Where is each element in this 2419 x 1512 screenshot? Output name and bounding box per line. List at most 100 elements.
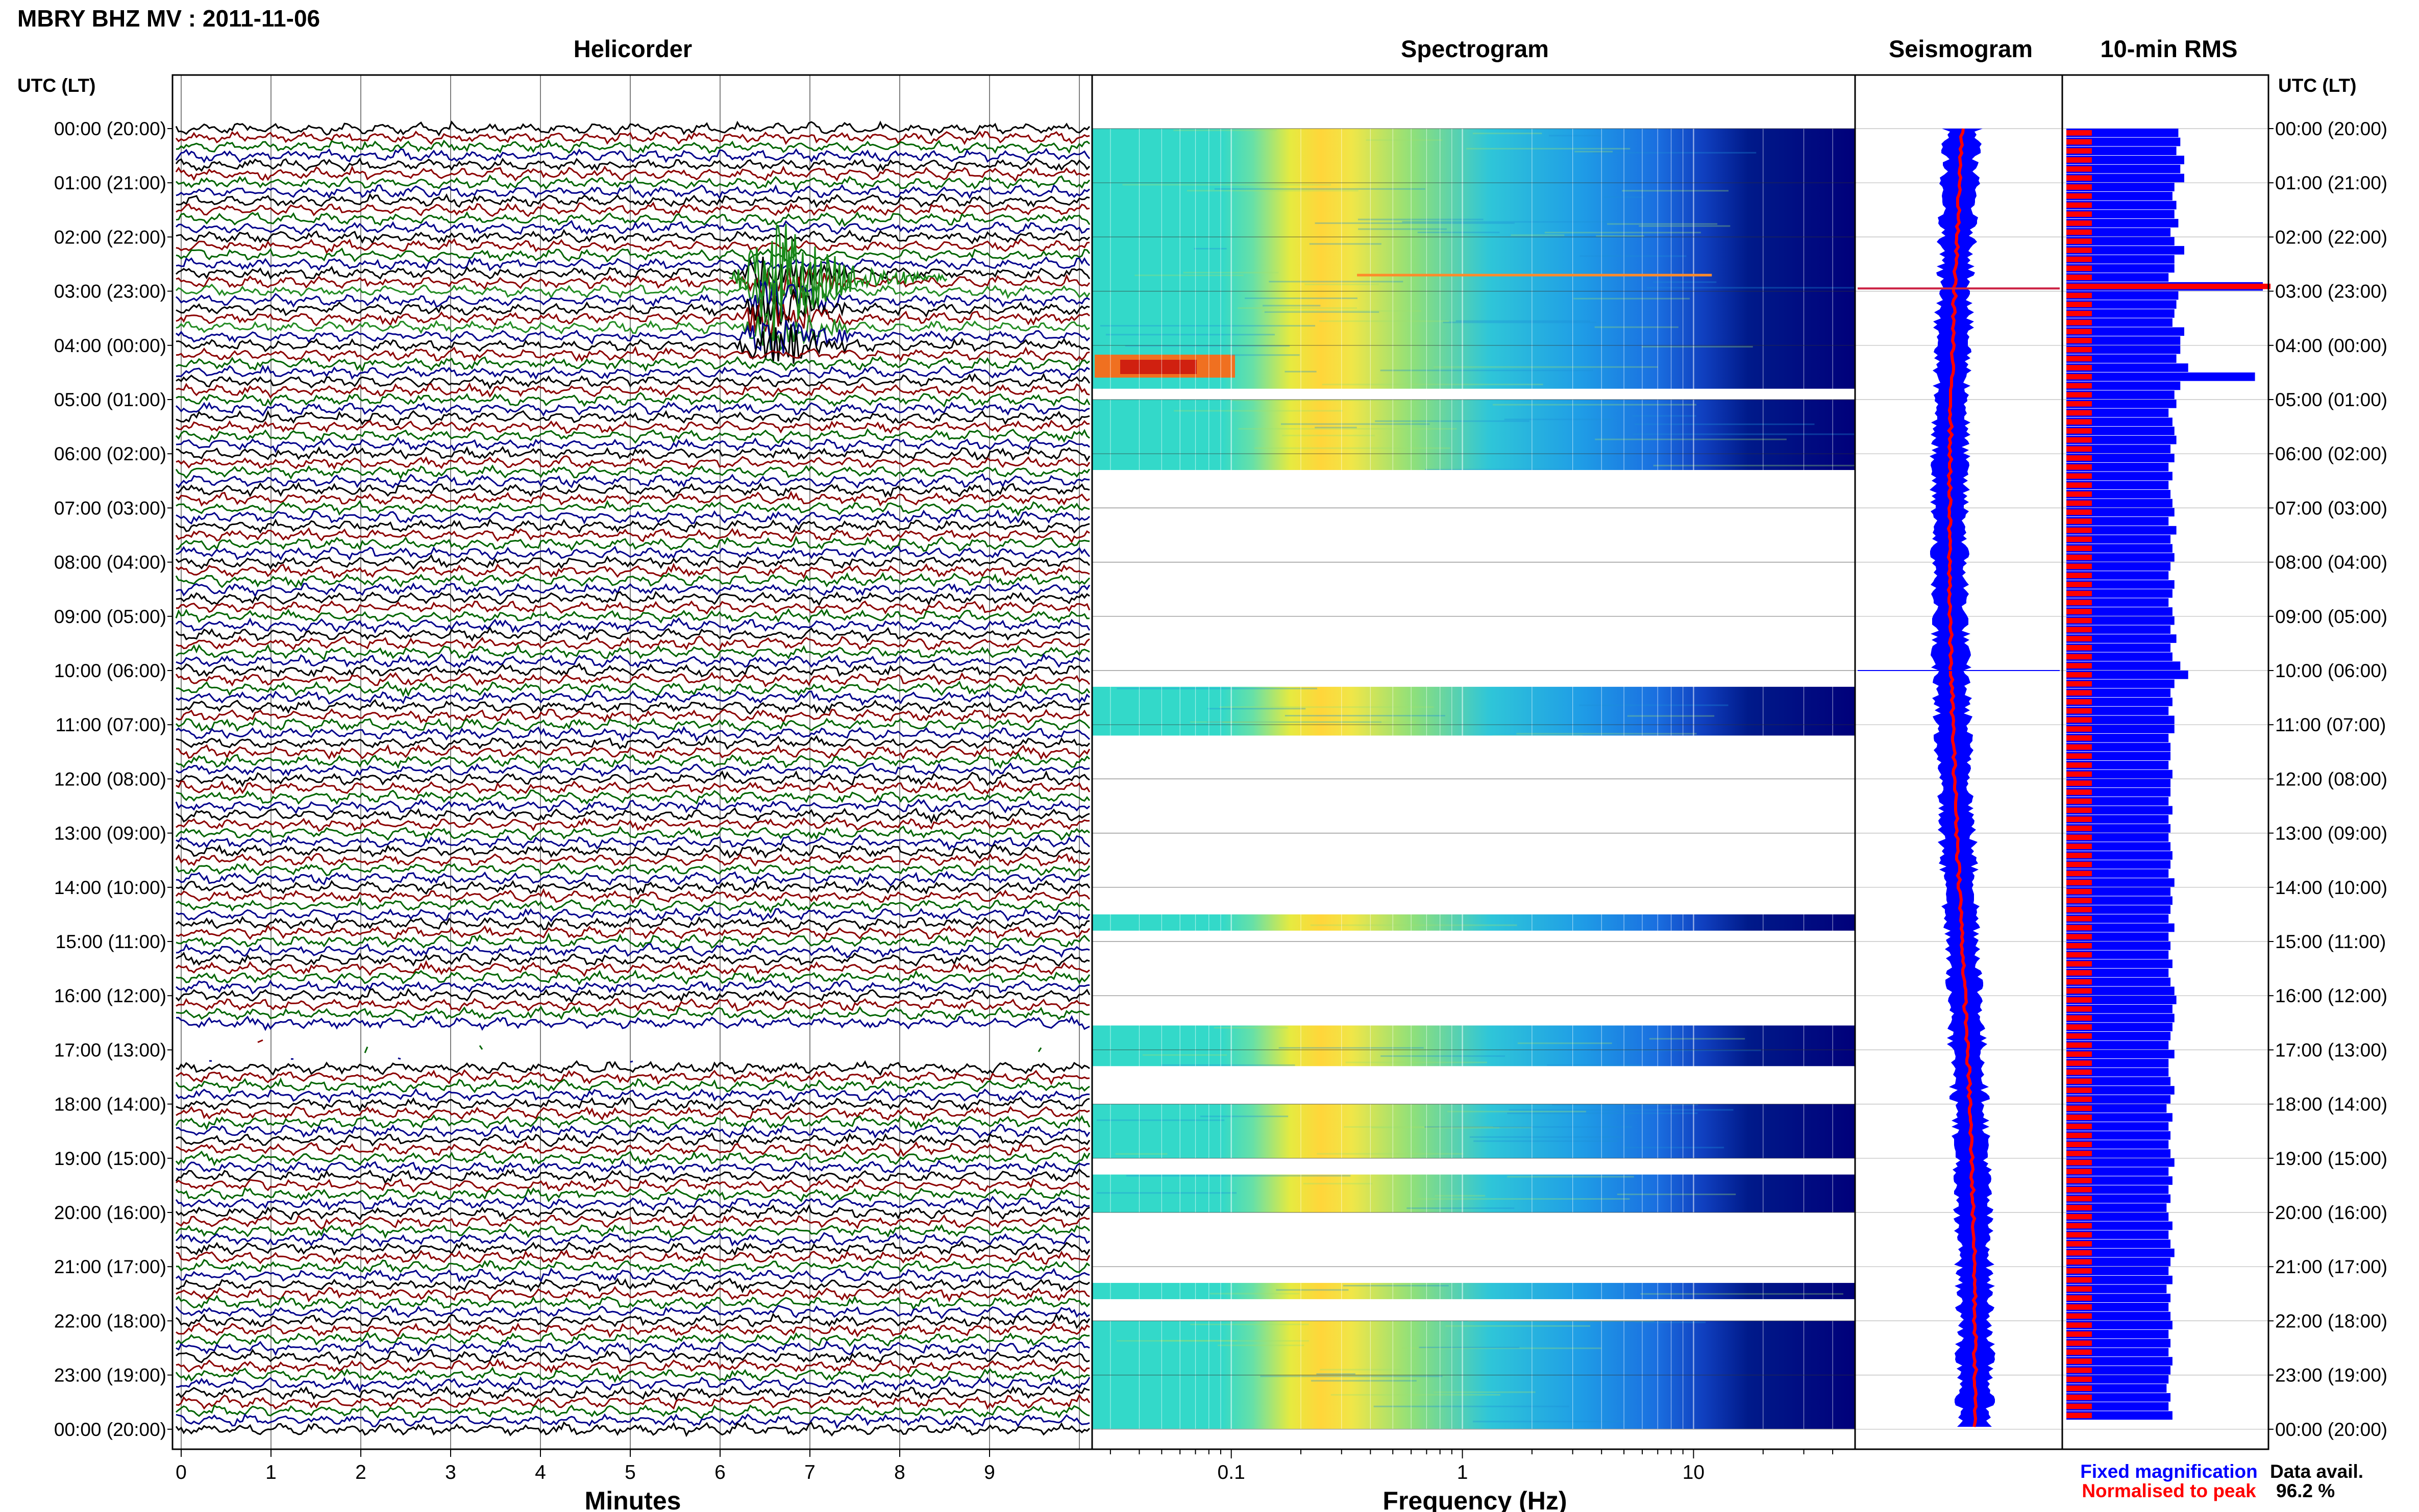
rms-bar-normalised: [2066, 383, 2092, 389]
rms-bar-fixed: [2066, 327, 2184, 336]
hour-label-right: 13:00 (09:00): [2275, 823, 2387, 844]
helicorder-trace: [176, 184, 1090, 200]
rms-bar-fixed: [2066, 824, 2171, 833]
rms-bar-normalised: [2066, 1169, 2092, 1175]
rms-bar-fixed: [2066, 219, 2179, 228]
seismogram-panel: [1855, 128, 2062, 1430]
spectrogram-texture: [1425, 468, 1575, 470]
rms-bar-normalised: [2066, 708, 2092, 714]
helicorder-trace: [175, 1295, 1091, 1311]
helicorder-trace: [176, 643, 1090, 661]
rms-bar-fixed: [2066, 508, 2175, 517]
spectrogram-texture: [1303, 1183, 1373, 1185]
rms-bar-normalised: [2066, 861, 2092, 867]
spectrogram-texture: [1473, 1140, 1618, 1142]
rms-bar-normalised: [2066, 744, 2092, 750]
helicorder-trace: [175, 1204, 1090, 1221]
helicorder-trace: [176, 299, 1090, 339]
rms-bar-fixed: [2066, 1330, 2169, 1339]
rms-bar-normalised: [2066, 1286, 2092, 1292]
rms-bar-fixed: [2066, 1311, 2171, 1321]
helicorder-trace: [176, 373, 1091, 390]
spectrogram-texture: [1115, 1153, 1168, 1155]
rms-bar-normalised: [2066, 1395, 2092, 1400]
spectrogram-texture: [1549, 135, 1602, 137]
minutes-axis-tick-label: 9: [984, 1461, 995, 1483]
rms-bar-fixed: [2066, 1032, 2171, 1040]
rms-bar-normalised: [2066, 1340, 2092, 1346]
rms-bar-normalised: [2066, 546, 2092, 551]
spectrogram-gap: [1092, 735, 1855, 914]
helicorder-trace: [176, 535, 1090, 552]
spectrogram-title: Spectrogram: [1401, 35, 1549, 62]
spectrogram-gap: [1092, 470, 1855, 687]
hour-label-left: 17:00 (13:00): [54, 1039, 166, 1060]
rms-bar-normalised: [2066, 1196, 2092, 1202]
spectrogram-texture: [1206, 721, 1382, 723]
rms-bar-fixed: [2066, 742, 2171, 752]
rms-bar-fixed: [2066, 435, 2177, 444]
hour-label-left: 05:00 (01:00): [54, 389, 166, 410]
rms-bar-normalised: [2066, 627, 2092, 633]
seismogram-normalised-line: [1946, 128, 1979, 1427]
spectrogram-texture: [1417, 1198, 1630, 1200]
helicorder-trace: [176, 490, 1090, 507]
rms-bar-normalised: [2066, 735, 2092, 741]
rms-bar-fixed: [2066, 363, 2188, 372]
rms-bar-fixed: [2066, 1176, 2173, 1185]
helicorder-trace: [176, 833, 1091, 851]
rms-bar-normalised: [2066, 527, 2092, 533]
rms-bar-fixed: [2066, 300, 2177, 309]
rms-bar-fixed: [2066, 815, 2169, 824]
rms-bar-normalised: [2066, 880, 2092, 885]
rms-bar-fixed: [2066, 571, 2169, 580]
minutes-axis-title: Minutes: [585, 1486, 681, 1512]
helicorder-trace: [175, 979, 1090, 995]
rms-bar-fixed: [2066, 228, 2171, 237]
rms-bar-normalised: [2066, 482, 2092, 488]
hour-label-left: 04:00 (00:00): [54, 335, 166, 356]
spectrogram-texture: [1641, 346, 1753, 348]
rms-bar-normalised: [2066, 1403, 2092, 1409]
spectrogram-texture: [1552, 1104, 1698, 1106]
rms-bar-fixed: [2066, 752, 2171, 760]
rms-bar-fixed: [2066, 733, 2169, 742]
rms-bar-normalised: [2066, 500, 2092, 506]
rms-bar-normalised: [2066, 789, 2092, 795]
rms-bar-fixed: [2066, 580, 2175, 589]
rms-bar-fixed: [2066, 1068, 2169, 1077]
helicorder-trace: [209, 1057, 1082, 1062]
spectrogram-texture: [1433, 366, 1658, 368]
rms-bar-normalised: [2066, 536, 2092, 542]
hour-label-left: 11:00 (07:00): [56, 714, 166, 735]
helicorder-trace: [176, 1349, 1090, 1366]
spectrogram-texture: [1443, 321, 1597, 324]
helicorder-trace: [176, 1132, 1091, 1148]
hour-label-right: 08:00 (04:00): [2275, 552, 2387, 573]
helicorder-trace: [176, 546, 1091, 561]
helicorder-trace: [176, 1376, 1091, 1393]
rms-bar-fixed: [2066, 878, 2175, 887]
spectrogram-texture: [1649, 1038, 1745, 1040]
rms-bar-fixed: [2066, 1004, 2173, 1013]
rms-bar-normalised: [2066, 1105, 2092, 1111]
helicorder-trace: [175, 256, 1091, 294]
rms-bar-normalised: [2066, 1178, 2092, 1183]
spectrogram-texture: [1434, 1391, 1536, 1393]
rms-bar-fixed: [2066, 1348, 2169, 1357]
hour-label-left: 07:00 (03:00): [54, 498, 166, 518]
helicorder-trace: [176, 455, 1091, 470]
helicorder-trace: [176, 779, 1091, 795]
rms-bar-fixed: [2066, 1393, 2171, 1402]
rms-bar-normalised: [2066, 1069, 2092, 1075]
helicorder-trace: [175, 401, 1090, 417]
spectrogram-texture: [1260, 1375, 1443, 1377]
helicorder-trace: [176, 312, 1090, 351]
rms-bar-fixed: [2066, 1040, 2169, 1050]
spectrogram-texture: [1507, 1176, 1634, 1178]
rms-bar-normalised: [2066, 609, 2092, 614]
helicorder-trace: [176, 325, 1090, 364]
rms-bar-fixed: [2066, 589, 2173, 598]
helicorder-trace: [175, 473, 1090, 489]
spectrogram-texture: [1593, 152, 1757, 154]
